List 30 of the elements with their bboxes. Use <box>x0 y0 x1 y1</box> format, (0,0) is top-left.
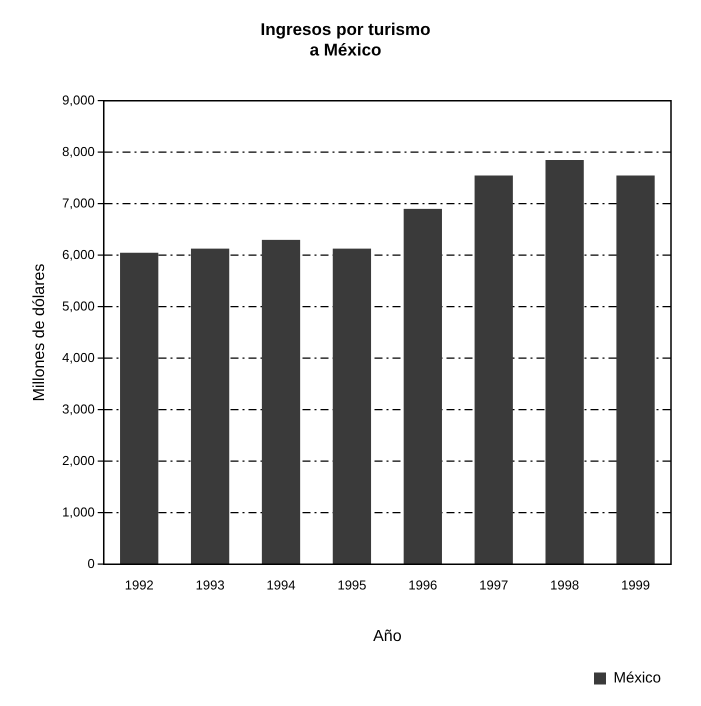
bar <box>616 175 655 564</box>
y-tick-label: 3,000 <box>62 401 95 416</box>
y-tick-label: 2,000 <box>62 452 95 468</box>
x-tick-label: 1992 <box>124 578 154 593</box>
x-tick-label: 1994 <box>266 578 296 593</box>
y-tick-label: 6,000 <box>62 246 95 262</box>
x-tick-label: 1997 <box>479 578 508 593</box>
y-tick-label: 0 <box>87 556 95 571</box>
chart-title: Ingresos por turismo a México <box>260 20 431 60</box>
bar <box>545 160 584 564</box>
bar <box>262 240 300 564</box>
x-tick-label: 1995 <box>337 578 366 593</box>
x-tick-label: 1993 <box>196 578 225 593</box>
y-tick-label: 4,000 <box>62 350 95 365</box>
y-tick-label: 1,000 <box>62 504 95 520</box>
y-axis-title: Millones de dólares <box>31 264 48 402</box>
bar <box>474 175 513 564</box>
bar <box>404 208 442 564</box>
y-tick-label: 9,000 <box>62 92 95 108</box>
y-tick-label: 7,000 <box>62 195 95 210</box>
bar <box>332 248 372 564</box>
y-tick-label: 8,000 <box>62 144 95 159</box>
bar <box>120 252 158 564</box>
bar <box>190 248 230 564</box>
y-tick-label: 5,000 <box>62 298 95 314</box>
x-tick-label: 1998 <box>550 578 580 593</box>
x-tick-label: 1996 <box>408 578 438 593</box>
legend-label: México <box>613 670 662 687</box>
x-axis-title: Año <box>373 628 402 645</box>
x-tick-label: 1999 <box>621 578 650 593</box>
